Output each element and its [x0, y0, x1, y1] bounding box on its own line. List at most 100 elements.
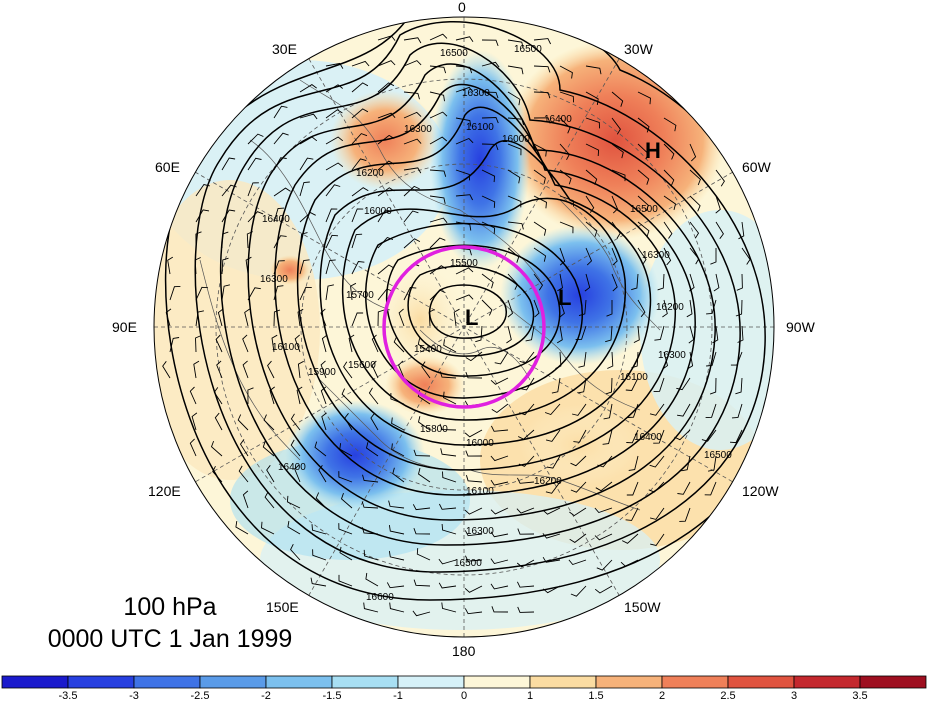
wind-barb [611, 273, 618, 292]
wind-barb [351, 82, 369, 93]
wind-barb [533, 38, 552, 45]
wind-barb [689, 195, 701, 212]
contour-label: 16000 [364, 206, 392, 217]
wind-barb [663, 195, 677, 211]
wind-barb [235, 521, 249, 535]
wind-barb [455, 294, 474, 301]
wind-barb [403, 185, 420, 197]
wind-barb [490, 583, 509, 590]
wind-barb [191, 412, 198, 431]
wind-barb [377, 309, 385, 327]
wind-barb [715, 221, 724, 239]
wind-barb [464, 555, 483, 562]
wind-barb [506, 325, 512, 344]
wind-barb [490, 479, 509, 486]
wind-barb [247, 211, 264, 223]
wind-barb [267, 360, 275, 379]
wind-barb [429, 111, 448, 119]
wind-barb [465, 371, 483, 379]
wind-barb [377, 209, 392, 223]
wind-barb [507, 65, 524, 75]
wind-barb [542, 507, 561, 515]
wind-barb [455, 36, 474, 42]
wind-barb [351, 312, 364, 327]
wind-barb [325, 136, 344, 145]
wind-barb [311, 524, 327, 535]
wind-barb [657, 273, 665, 291]
wind-barb [242, 490, 249, 509]
wind-barb [571, 403, 587, 416]
wind-barb [429, 289, 446, 301]
lon-label-120w: 120W [742, 483, 779, 499]
wind-barb [516, 559, 535, 568]
wind-barb [195, 183, 210, 197]
wind-barb [585, 65, 602, 75]
wind-barb [738, 221, 745, 240]
colorbar-label: 2 [659, 690, 665, 702]
lon-label-60e: 60E [155, 159, 180, 175]
wind-barb [605, 325, 613, 343]
map-boundary [153, 16, 775, 638]
contour-label: 16300 [462, 88, 490, 99]
wind-barb [370, 412, 379, 431]
wind-barb [398, 308, 405, 327]
colorbar-label: 1.5 [588, 690, 603, 702]
wind-barb [533, 91, 551, 99]
wind-barb [273, 285, 284, 301]
wind-barb [507, 143, 522, 156]
wind-barb [516, 507, 535, 514]
wind-barb [611, 91, 624, 107]
wind-barb [533, 143, 547, 157]
wind-barb [210, 440, 223, 457]
colorbar-swatch [595, 675, 663, 689]
lon-label-0: 0 [458, 0, 466, 15]
lon-label-90e: 90E [112, 319, 137, 335]
wind-barb [663, 247, 672, 266]
wind-barb [348, 334, 355, 353]
wind-barb [464, 429, 483, 438]
wind-barb [321, 412, 327, 431]
wind-barb [594, 507, 613, 514]
wind-barb [412, 610, 431, 617]
wind-barb [455, 86, 474, 93]
colorbar-label: -1.5 [323, 690, 342, 702]
wind-barb [676, 377, 691, 391]
wind-barb [729, 429, 743, 444]
wind-barb [325, 84, 343, 93]
wind-barb [287, 520, 301, 535]
colorbar-label: -1 [393, 690, 403, 702]
wind-barb [533, 169, 546, 185]
contour-label: 16300 [642, 250, 670, 261]
wind-barb [705, 403, 717, 419]
wind-barb [507, 195, 522, 208]
wind-barb [559, 91, 575, 103]
wind-barb [578, 351, 587, 368]
wind-barb [606, 300, 613, 317]
colorbar-label: 2.5 [720, 690, 735, 702]
wind-barb [377, 35, 396, 41]
wind-barb [428, 309, 435, 327]
wind-barb [377, 60, 396, 67]
wind-barb [542, 533, 561, 539]
center-low-east: L [558, 285, 571, 310]
colorbar-label: -2 [261, 690, 271, 702]
wind-barb [341, 388, 353, 405]
wind-barb [351, 60, 370, 67]
wind-barb [573, 429, 587, 443]
wind-barb [351, 158, 367, 171]
wind-barb [607, 351, 614, 369]
wind-barb [389, 602, 405, 613]
wind-barb [545, 429, 561, 442]
wind-barb [320, 308, 327, 327]
wind-barb [516, 477, 535, 484]
wind-barb [575, 325, 587, 341]
wind-barb [294, 334, 301, 353]
wind-barb [439, 423, 457, 431]
wind-barb [403, 60, 422, 67]
wind-barb [443, 391, 457, 405]
wind-barb [709, 377, 717, 395]
wind-barb [440, 448, 457, 457]
contour-label: 16300 [260, 274, 288, 285]
wind-barb [611, 169, 626, 182]
wind-barb [438, 582, 457, 589]
